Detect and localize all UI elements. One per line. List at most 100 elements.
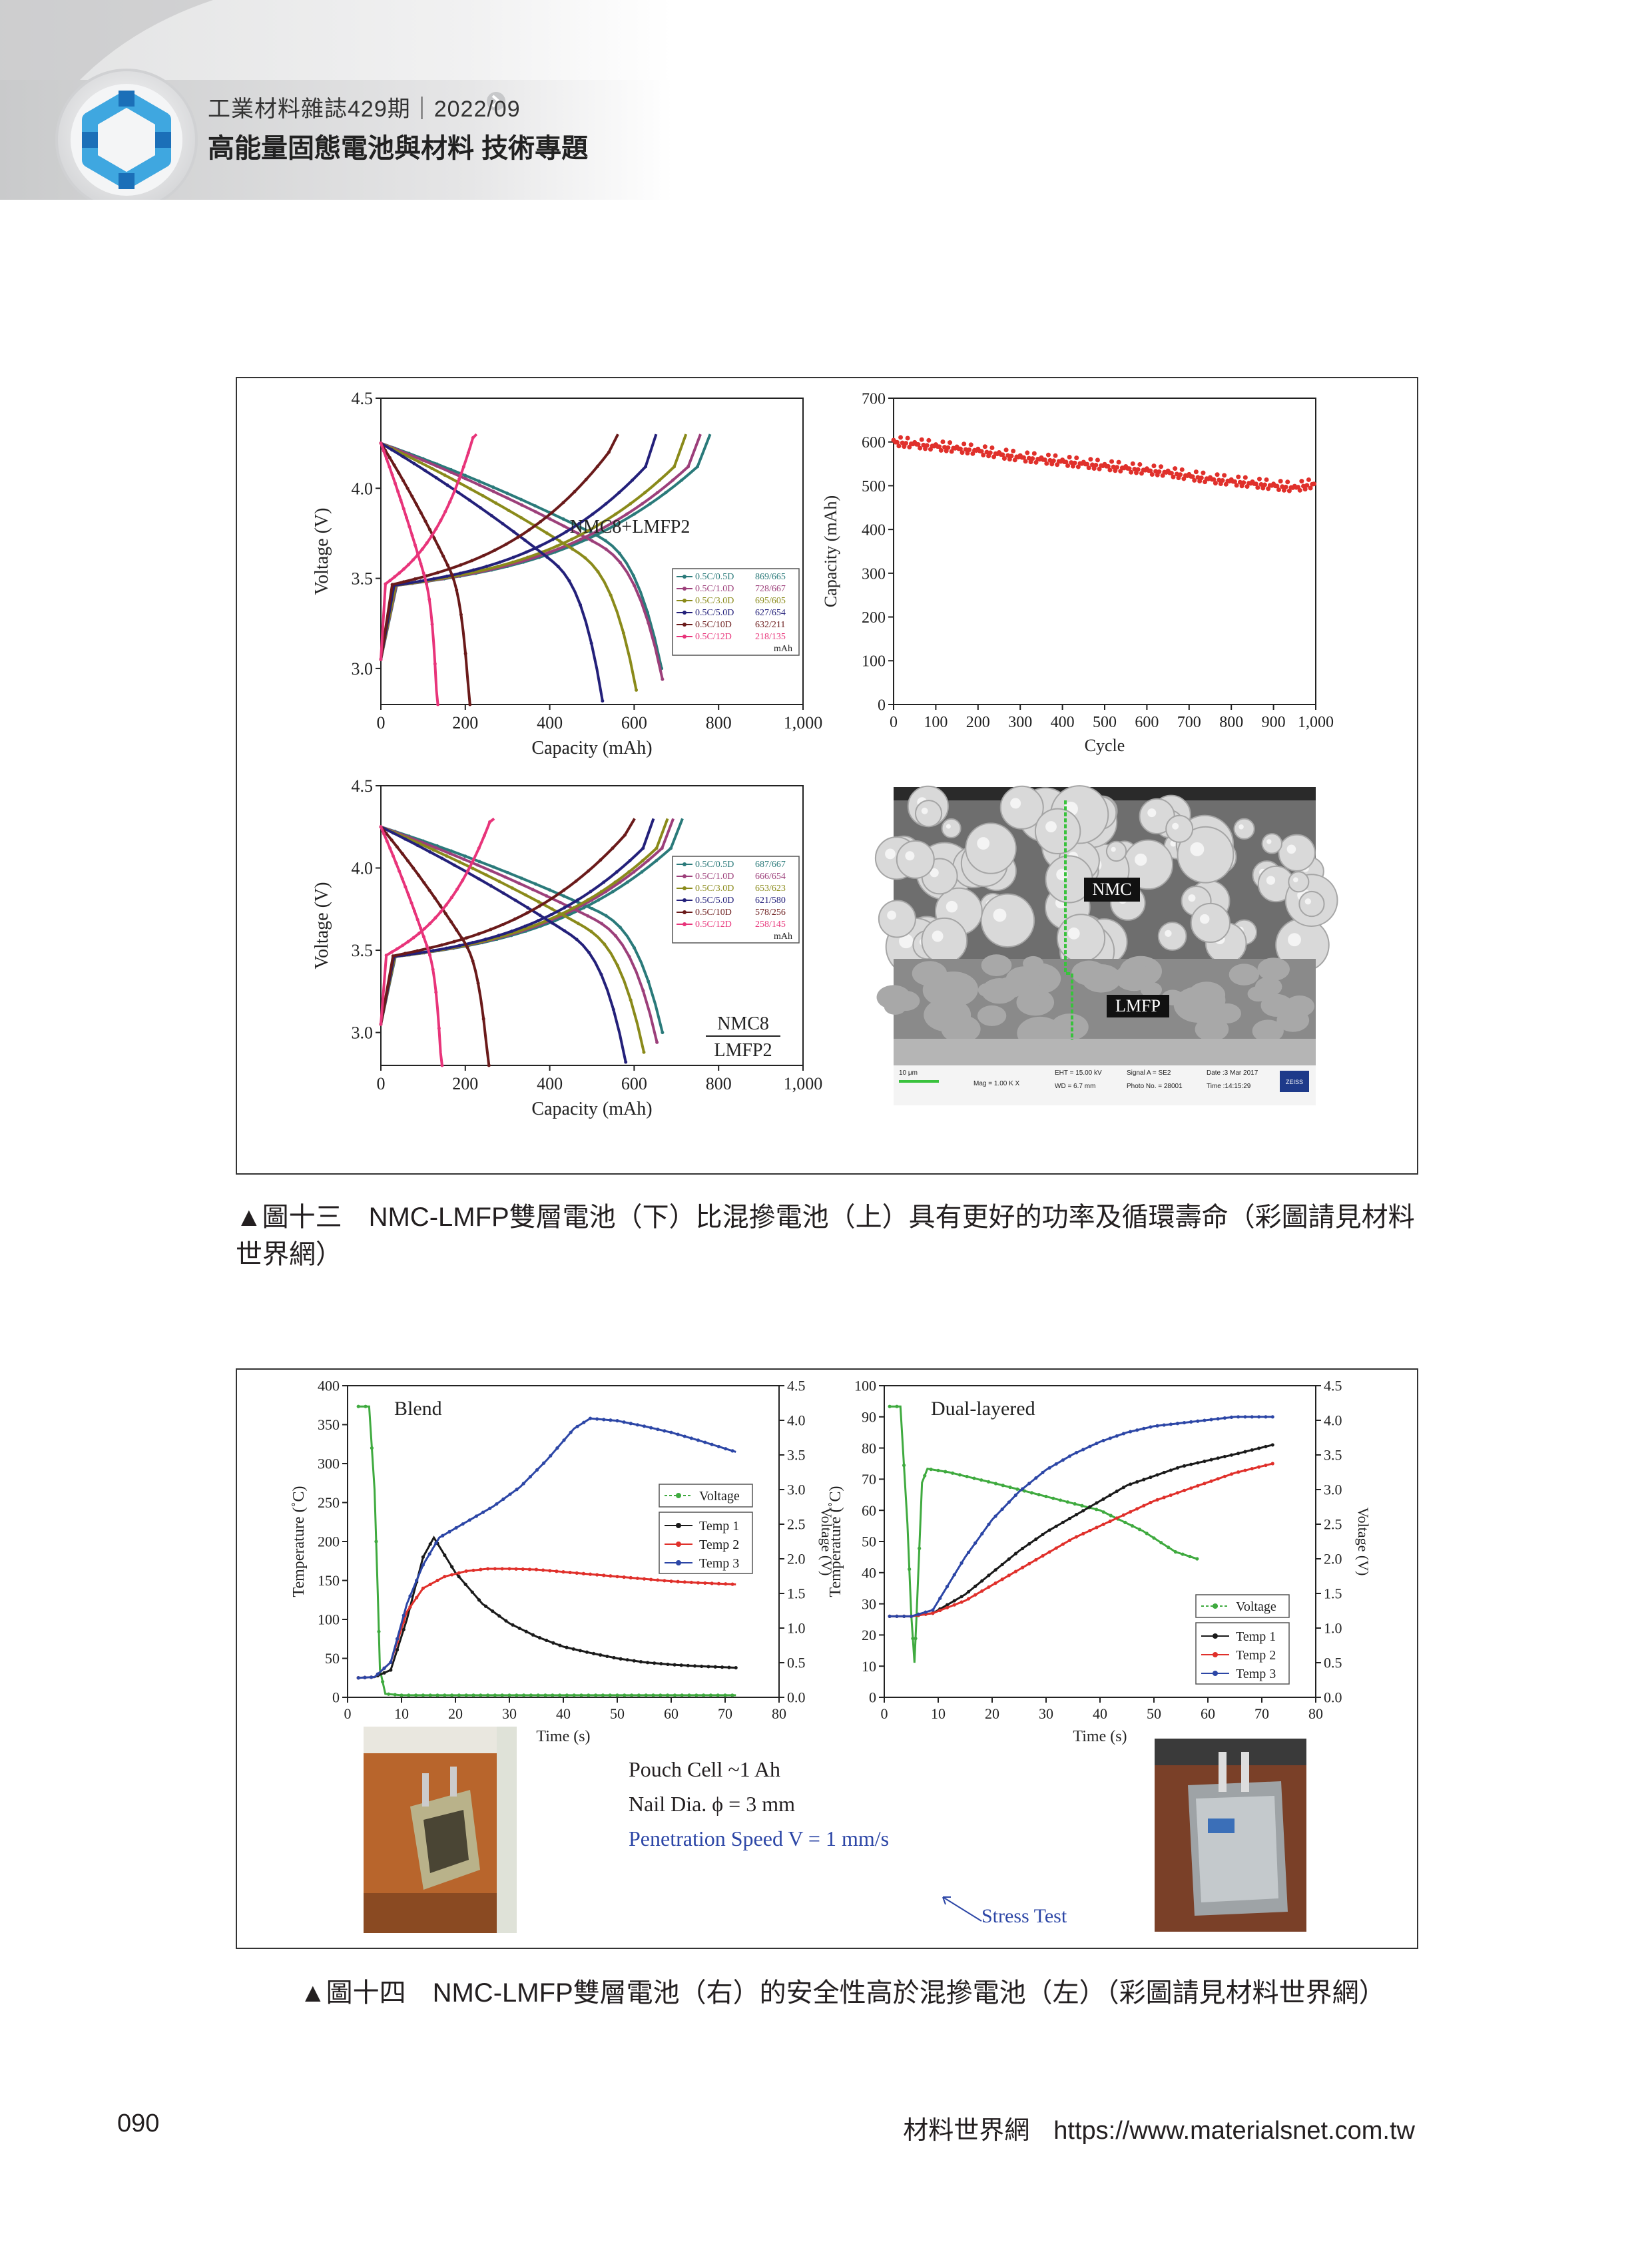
- data-point: [632, 1659, 636, 1663]
- data-point: [582, 906, 586, 910]
- data-point: [641, 858, 645, 862]
- data-point: [567, 913, 571, 917]
- data-point: [428, 1542, 432, 1546]
- y2-tick-label: 0.5: [787, 1655, 806, 1671]
- x-tick-label: 60: [664, 1705, 679, 1722]
- data-point: [987, 1585, 991, 1589]
- chart-blend-discharge: 0 200 400 600 800 1,000 3.0 3.5 4.0 4.5 Capacity (…: [312, 389, 822, 758]
- x-tick-label: 600: [1135, 714, 1159, 731]
- data-point: [637, 1693, 641, 1697]
- legend-marker: [683, 886, 687, 890]
- data-point: [445, 483, 449, 487]
- data-point: [423, 519, 427, 523]
- site-url[interactable]: https://www.materialsnet.com.tw: [1053, 2117, 1415, 2145]
- y-tick-label: 400: [318, 1378, 340, 1394]
- data-point: [558, 1693, 562, 1697]
- data-point: [390, 448, 394, 452]
- data-point: [648, 502, 652, 506]
- data-point: [370, 1675, 374, 1679]
- data-point: [489, 514, 493, 518]
- data-point: [537, 900, 541, 904]
- figure-14: 0 10 20 30 40 50 60 70 80 0 50 100 150 200 250 300 350 40…: [236, 1368, 1418, 1949]
- data-point: [555, 1569, 559, 1573]
- data-point: [1142, 1426, 1146, 1430]
- data-point: [455, 928, 459, 932]
- cycle-point: [942, 445, 948, 450]
- cycle-point: [1107, 467, 1113, 473]
- data-point: [356, 1676, 360, 1680]
- data-point: [501, 1497, 505, 1501]
- legend-unit: mAh: [774, 644, 792, 654]
- cycle-point: [1276, 487, 1282, 493]
- data-point: [902, 1614, 906, 1618]
- data-point: [562, 888, 566, 892]
- x-tick-label: 600: [621, 713, 647, 732]
- cycle-point: [1030, 456, 1035, 461]
- sem-info-bar: 10 μm Mag = 1.00 K X EHT = 15.00 kV WD =…: [899, 1069, 1309, 1092]
- data-point: [1088, 1529, 1092, 1533]
- data-point: [491, 1609, 495, 1613]
- cycle-point: [1021, 455, 1026, 460]
- data-point: [460, 936, 464, 940]
- data-point: [584, 530, 588, 534]
- data-point: [1270, 1443, 1274, 1447]
- x-tick-label: 30: [502, 1705, 517, 1722]
- data-point: [683, 1580, 687, 1584]
- data-point: [400, 852, 404, 856]
- data-point: [710, 1581, 714, 1585]
- data-point: [1115, 1434, 1119, 1438]
- sem-label-nmc: NMC: [1092, 880, 1131, 899]
- cycle-point: [1306, 477, 1311, 482]
- y-axis-label: Temperature (˚C): [290, 1486, 308, 1597]
- data-point: [979, 1478, 983, 1482]
- data-point: [1223, 1416, 1227, 1420]
- data-point: [370, 1446, 374, 1450]
- data-point: [631, 574, 635, 578]
- y-tick-label: 60: [862, 1502, 876, 1519]
- data-point: [683, 1434, 687, 1438]
- data-point: [481, 494, 485, 498]
- x-tick-label: 200: [966, 714, 990, 731]
- data-point: [590, 539, 594, 543]
- data-point: [561, 1570, 565, 1574]
- svg-text:Photo No. = 28001: Photo No. = 28001: [1127, 1083, 1183, 1090]
- data-point: [428, 954, 432, 958]
- sem-label-lmfp: LMFP: [1115, 996, 1161, 1015]
- figure-14-caption: ▲圖十四 NMC-LMFP雙層電池（右）的安全性高於混摻電池（左）（彩圖請見材料世…: [300, 1974, 1386, 2012]
- legend-value: 869/665: [755, 572, 786, 582]
- data-point: [669, 846, 673, 850]
- legend-label: 0.5C/10D: [695, 620, 732, 630]
- data-point: [396, 489, 400, 493]
- y2-tick-label: 3.5: [787, 1447, 806, 1464]
- cycle-point: [1255, 485, 1260, 490]
- data-point: [429, 534, 433, 538]
- cycle-point: [1253, 481, 1258, 487]
- cycle-point: [1045, 452, 1051, 457]
- data-point: [496, 565, 500, 569]
- data-point: [563, 929, 567, 933]
- data-point: [1081, 1448, 1085, 1452]
- data-point: [895, 1404, 899, 1408]
- data-point: [1189, 1486, 1193, 1490]
- data-point: [589, 930, 593, 934]
- data-point: [517, 881, 521, 885]
- data-point: [382, 832, 386, 836]
- data-point: [1155, 1424, 1159, 1428]
- x-tick-label: 0: [881, 1705, 888, 1722]
- data-point: [587, 951, 591, 955]
- data-point: [603, 942, 607, 946]
- cycle-point: [984, 449, 989, 455]
- data-point: [1020, 1565, 1025, 1569]
- data-point: [641, 846, 645, 850]
- data-point: [533, 504, 537, 508]
- data-point: [944, 1470, 948, 1474]
- data-point: [419, 511, 423, 515]
- data-point: [416, 552, 420, 556]
- cycle-point: [1151, 463, 1157, 469]
- data-point: [505, 491, 509, 495]
- data-point: [604, 547, 608, 551]
- data-point: [987, 1480, 991, 1484]
- data-point: [663, 1429, 667, 1433]
- data-point: [420, 547, 424, 551]
- data-point: [363, 1675, 367, 1679]
